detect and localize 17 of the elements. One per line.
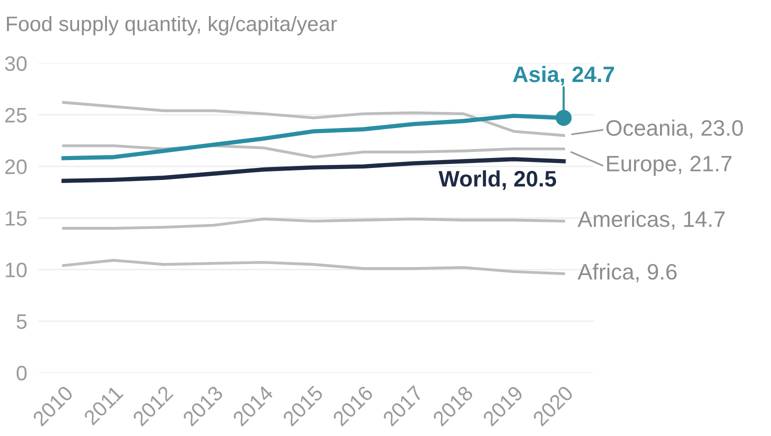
y-tick-label: 5	[16, 314, 27, 329]
y-axis-title: Food supply quantity, kg/capita/year	[6, 16, 337, 36]
line-series	[62, 101, 566, 137]
y-tick-label: 20	[5, 159, 27, 174]
series-label: Africa, 9.6	[578, 263, 677, 282]
y-tick-label: 0	[16, 366, 27, 381]
y-tick-label: 25	[5, 108, 27, 123]
y-tick-label: 10	[6, 262, 27, 278]
line-series	[62, 218, 566, 230]
line-series	[62, 258, 566, 276]
series-label: World, 20.5	[438, 170, 556, 190]
series-label: Americas, 14.7	[578, 210, 725, 230]
series-label: Oceania, 23.0	[606, 120, 743, 138]
series-label: Europe, 21.7	[607, 156, 732, 176]
series-label: Asia, 24.7	[512, 66, 614, 86]
y-tick-label: 30	[5, 56, 27, 71]
y-tick-label: 15	[6, 211, 27, 226]
